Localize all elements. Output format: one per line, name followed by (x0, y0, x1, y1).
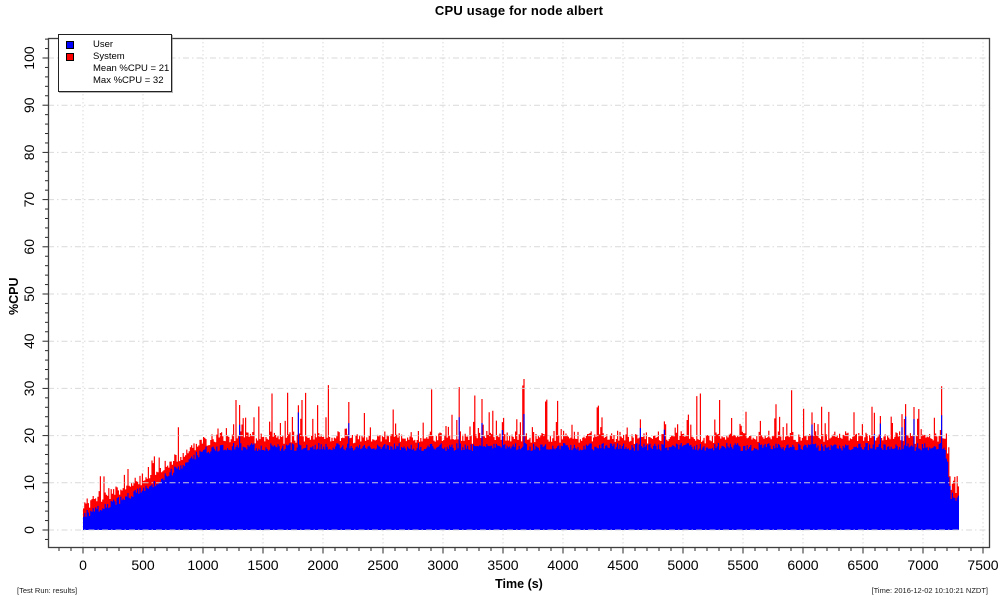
x-tick-label: 0 (79, 557, 87, 573)
x-tick-label: 7000 (907, 557, 938, 573)
y-tick-label: 60 (21, 239, 37, 255)
x-tick-label: 500 (131, 557, 155, 573)
y-tick-label: 50 (21, 286, 37, 302)
x-tick-label: 2000 (307, 557, 338, 573)
x-tick-label: 1000 (187, 557, 218, 573)
x-tick-label: 6500 (847, 557, 878, 573)
x-tick-label: 5500 (727, 557, 758, 573)
x-tick-label: 4000 (547, 557, 578, 573)
y-tick-label: 10 (21, 475, 37, 491)
x-tick-label: 5000 (667, 557, 698, 573)
legend-item-mean: Mean %CPU = 21 (59, 63, 171, 75)
footer-timestamp: [Time: 2016-12-02 10:10:21 NZDT] (871, 586, 988, 595)
x-tick-label: 3000 (427, 557, 458, 573)
legend: User System Mean %CPU = 21 Max %CPU = 32 (58, 34, 172, 92)
y-axis-title: %CPU (7, 277, 21, 315)
user-area-series (83, 412, 959, 530)
footer-test-run: [Test Run: results] (17, 586, 78, 595)
plot-frame (47, 37, 991, 549)
x-tick-label: 2500 (367, 557, 398, 573)
system-swatch-icon (66, 53, 74, 61)
x-axis-title: Time (s) (495, 577, 543, 591)
y-tick-label: 70 (21, 192, 37, 208)
x-tick-label: 4500 (607, 557, 638, 573)
legend-label-system: System (93, 51, 125, 62)
legend-item-user: User (59, 39, 171, 51)
y-tick-label: 30 (21, 380, 37, 396)
x-tick-label: 3500 (487, 557, 518, 573)
x-tick-label: 6000 (787, 557, 818, 573)
legend-item-max: Max %CPU = 32 (59, 75, 171, 87)
y-tick-label: 80 (21, 144, 37, 160)
legend-item-system: System (59, 51, 171, 63)
y-tick-label: 40 (21, 333, 37, 349)
chart-title: CPU usage for node albert (434, 3, 604, 18)
y-tick-label: 0 (21, 526, 37, 534)
y-tick-label: 20 (21, 428, 37, 444)
user-swatch-icon (66, 41, 74, 49)
legend-label-max: Max %CPU = 32 (93, 75, 164, 86)
x-tick-label: 7500 (967, 557, 998, 573)
x-tick-label: 1500 (247, 557, 278, 573)
y-tick-label: 90 (21, 97, 37, 113)
y-tick-label: 100 (21, 46, 37, 70)
legend-label-mean: Mean %CPU = 21 (93, 63, 170, 74)
legend-label-user: User (93, 39, 114, 50)
